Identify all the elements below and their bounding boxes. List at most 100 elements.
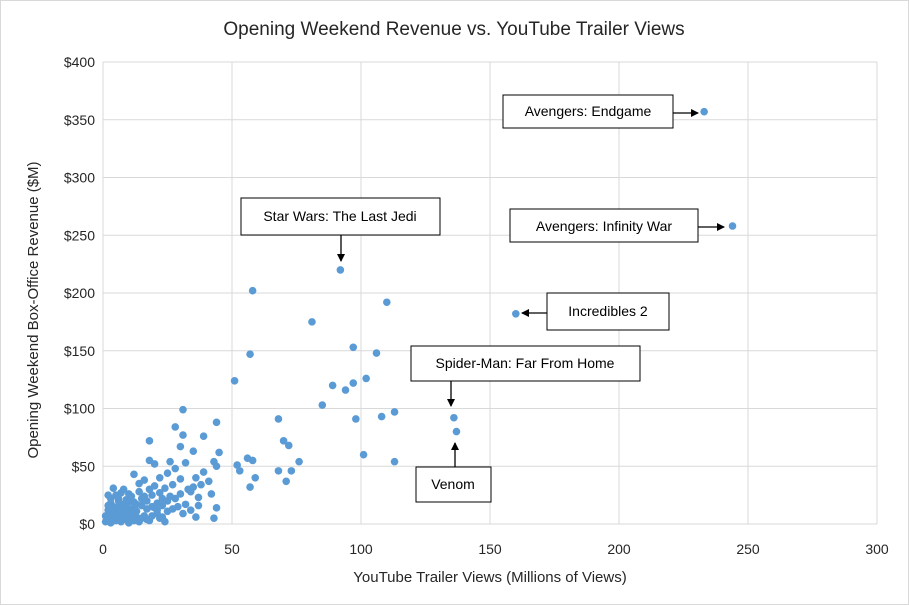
x-axis-ticks: 0 50 100 150 200 250 300 xyxy=(99,541,889,557)
callout-box xyxy=(509,208,699,243)
data-point xyxy=(243,454,252,462)
data-point xyxy=(512,309,520,318)
data-point xyxy=(145,516,154,525)
y-tick-label: $400 xyxy=(64,54,95,70)
data-point xyxy=(235,467,244,475)
y-tick-label: $350 xyxy=(64,112,95,128)
data-point xyxy=(179,509,187,518)
y-tick-label: $300 xyxy=(64,170,95,186)
data-point xyxy=(207,490,216,498)
callout-label: Star Wars: The Last Jedi xyxy=(263,208,416,224)
callout-label: Spider-Man: Far From Home xyxy=(436,355,615,371)
data-point xyxy=(390,457,399,466)
data-point xyxy=(125,498,133,506)
callout-spider-man-far-from-home: Spider-Man: Far From Home xyxy=(410,345,641,407)
data-point xyxy=(153,506,161,514)
data-point xyxy=(171,494,180,503)
data-point xyxy=(251,474,260,482)
data-point xyxy=(145,437,154,445)
data-point xyxy=(212,418,221,427)
data-point xyxy=(308,318,316,326)
data-point xyxy=(349,379,358,387)
data-point xyxy=(135,479,143,488)
data-point xyxy=(130,470,138,479)
data-point xyxy=(119,514,128,523)
data-point xyxy=(122,504,131,512)
x-tick-label: 200 xyxy=(607,541,631,557)
callout-avengers-infinity-war: Avengers: Infinity War xyxy=(509,208,725,243)
y-tick-label: $100 xyxy=(64,401,95,417)
data-point xyxy=(166,457,174,466)
data-point xyxy=(377,412,386,421)
callout-box xyxy=(502,94,674,129)
y-tick-label: $50 xyxy=(72,458,96,474)
data-point xyxy=(246,350,254,359)
data-point xyxy=(101,512,110,520)
gridlines xyxy=(102,61,878,525)
callout-box xyxy=(240,197,441,236)
callout-label: Incredibles 2 xyxy=(568,303,648,319)
data-point xyxy=(163,469,172,477)
data-point xyxy=(171,464,180,473)
x-tick-label: 100 xyxy=(349,541,373,557)
x-tick-label: 300 xyxy=(865,541,889,557)
data-point xyxy=(192,513,200,521)
callout-box xyxy=(410,345,641,382)
callout-label: Avengers: Infinity War xyxy=(536,218,673,234)
data-point xyxy=(155,474,164,482)
data-point xyxy=(199,468,208,476)
data-point xyxy=(130,508,138,517)
data-point xyxy=(161,484,169,492)
data-point xyxy=(318,401,327,409)
data-point xyxy=(176,475,185,483)
data-point xyxy=(212,504,221,512)
data-point xyxy=(181,458,190,467)
callout-avengers-endgame: Avengers: Endgame xyxy=(502,94,699,129)
data-point xyxy=(728,222,737,230)
data-point xyxy=(194,493,203,502)
x-axis-label: YouTube Trailer Views (Millions of Views… xyxy=(353,569,626,586)
data-point xyxy=(192,474,200,482)
data-point xyxy=(109,516,118,525)
x-tick-label: 0 xyxy=(99,541,107,557)
data-point xyxy=(383,298,391,307)
data-point xyxy=(148,491,156,499)
data-point xyxy=(452,427,461,436)
data-point xyxy=(341,386,350,394)
data-point xyxy=(274,467,283,475)
data-point xyxy=(176,442,185,451)
data-point xyxy=(197,480,205,489)
data-point xyxy=(295,457,303,466)
callout-box xyxy=(546,292,670,331)
callout-incredibles-2: Incredibles 2 xyxy=(521,292,670,331)
data-point xyxy=(230,376,239,385)
data-point xyxy=(186,506,195,514)
data-point xyxy=(140,512,149,520)
data-point xyxy=(145,456,154,465)
data-point xyxy=(284,441,293,450)
data-point xyxy=(362,374,370,383)
data-point xyxy=(248,286,257,295)
data-point xyxy=(135,517,143,526)
data-point xyxy=(174,502,182,511)
data-point xyxy=(158,501,167,510)
x-tick-label: 250 xyxy=(736,541,760,557)
data-point xyxy=(194,501,203,510)
x-tick-label: 50 xyxy=(224,541,240,557)
y-tick-label: $150 xyxy=(64,343,95,359)
data-point xyxy=(150,482,159,490)
data-point xyxy=(199,432,208,441)
data-point xyxy=(179,431,187,439)
data-point xyxy=(700,107,708,116)
data-point xyxy=(274,415,283,423)
callout-label: Venom xyxy=(431,476,475,492)
y-axis-label: Opening Weekend Box-Office Revenue ($M) xyxy=(25,161,42,458)
data-point xyxy=(450,413,458,422)
y-axis-ticks: $0 $50 $100 $150 $200 $250 $300 $350 $400 xyxy=(64,54,95,532)
data-point xyxy=(215,448,223,457)
data-point xyxy=(127,492,136,501)
data-point xyxy=(282,477,290,486)
data-point xyxy=(181,500,190,509)
data-point xyxy=(390,408,399,416)
